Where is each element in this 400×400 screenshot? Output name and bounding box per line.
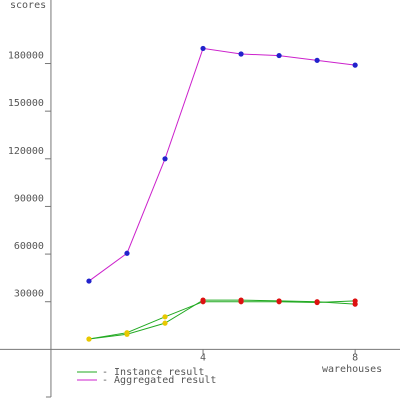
point-marker (200, 45, 206, 52)
point-marker (314, 57, 320, 63)
legend-label: - Aggregated result (102, 375, 216, 386)
point-marker (238, 51, 244, 57)
y-tick-label: 30000 (14, 289, 44, 300)
series-line (88, 47, 356, 282)
point-marker (86, 336, 92, 342)
point-marker (124, 330, 130, 336)
point-marker (200, 299, 206, 305)
series-line (88, 299, 356, 340)
point-marker (352, 62, 358, 68)
point-marker (314, 299, 320, 306)
x-axis-label: warehouses (322, 364, 382, 375)
point-marker (162, 156, 168, 162)
y-tick-label: 180000 (8, 51, 44, 62)
y-tick-label: 150000 (8, 98, 44, 109)
x-tick-label: 4 (200, 352, 206, 363)
legend-label: - Instance result (102, 367, 204, 378)
point-marker (124, 250, 130, 256)
y-tick-label: 120000 (8, 146, 44, 157)
point-marker (276, 299, 282, 305)
point-marker (276, 52, 282, 59)
y-axis-label: scores (10, 0, 46, 11)
y-tick-label: 60000 (14, 241, 44, 252)
x-tick-label: 8 (352, 352, 358, 363)
point-marker (162, 314, 168, 320)
point-marker (352, 298, 358, 304)
point-marker (162, 320, 168, 326)
point-marker (238, 299, 244, 305)
point-marker (86, 278, 92, 284)
y-tick-label: 90000 (14, 193, 44, 204)
series-line (88, 300, 356, 340)
